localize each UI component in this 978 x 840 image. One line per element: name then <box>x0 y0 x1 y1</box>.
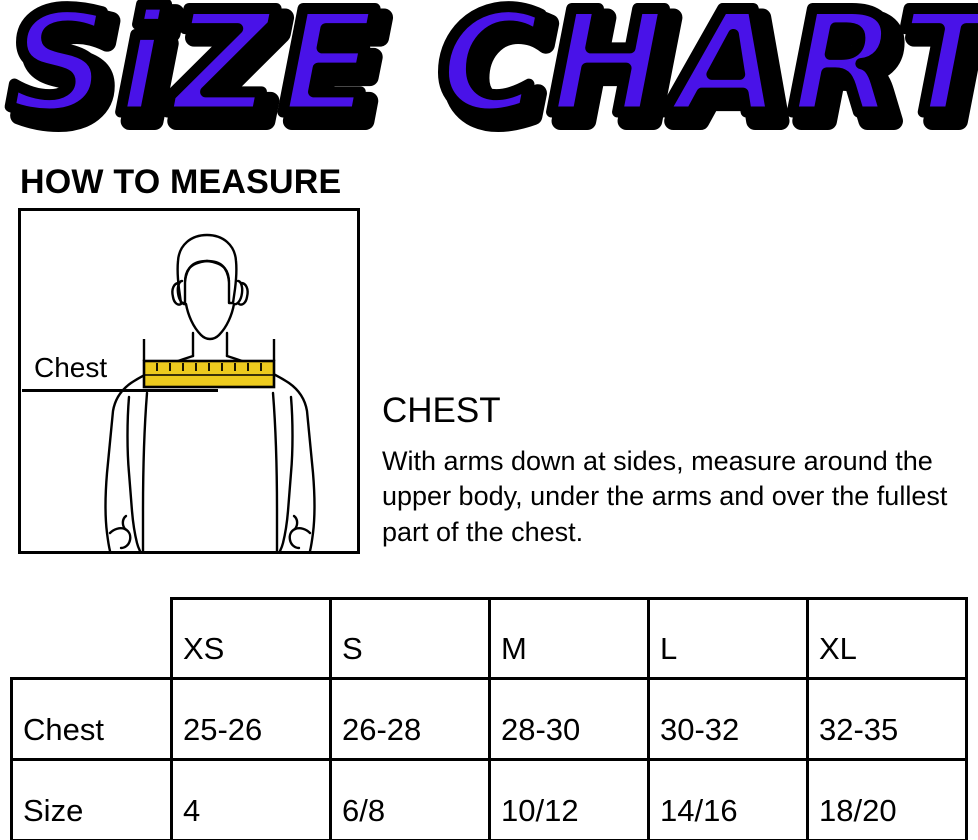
cell-size-xl: 18/20 <box>806 758 968 840</box>
table-row-chest: Chest 25-26 26-28 28-30 30-32 32-35 <box>10 677 968 761</box>
row-label-chest: Chest <box>10 677 173 761</box>
row-label-size: Size <box>10 758 173 840</box>
table-header-row: XS S M L XL <box>12 597 968 680</box>
table-header-s: S <box>329 597 491 680</box>
cell-size-m: 10/12 <box>488 758 650 840</box>
title-artwork: .tl-shadow { fill:#000000; } .tl-fill { … <box>3 0 978 144</box>
cell-size-xs: 4 <box>170 758 332 840</box>
measuring-tape-icon <box>142 359 276 389</box>
table-header-l: L <box>647 597 809 680</box>
table-header-m: M <box>488 597 650 680</box>
cell-size-l: 14/16 <box>647 758 809 840</box>
male-torso-front-outline-icon <box>104 233 316 551</box>
chest-description-body: With arms down at sides, measure around … <box>382 445 948 547</box>
chest-description-heading: CHEST <box>382 391 501 430</box>
svg-text:SiZE CHART: SiZE CHART <box>17 0 978 144</box>
title-text: SiZE CHART <box>8 0 978 144</box>
chest-description-block: CHEST With arms down at sides, measure a… <box>382 391 970 551</box>
size-table: XS S M L XL Chest 25-26 26-28 28-30 30-3… <box>10 597 968 840</box>
cell-chest-l: 30-32 <box>647 677 809 761</box>
cell-chest-m: 28-30 <box>488 677 650 761</box>
measurement-diagram-box <box>18 208 360 554</box>
page-title: .tl-shadow { fill:#000000; } .tl-fill { … <box>0 0 978 144</box>
table-corner-cell <box>12 599 172 679</box>
table-row-size: Size 4 6/8 10/12 14/16 18/20 <box>10 758 968 840</box>
cell-chest-xl: 32-35 <box>806 677 968 761</box>
cell-size-s: 6/8 <box>329 758 491 840</box>
cell-chest-xs: 25-26 <box>170 677 332 761</box>
cell-chest-s: 26-28 <box>329 677 491 761</box>
table-header-xs: XS <box>170 597 332 680</box>
table-header-xl: XL <box>806 597 968 680</box>
how-to-measure-heading: HOW TO MEASURE <box>20 163 342 201</box>
